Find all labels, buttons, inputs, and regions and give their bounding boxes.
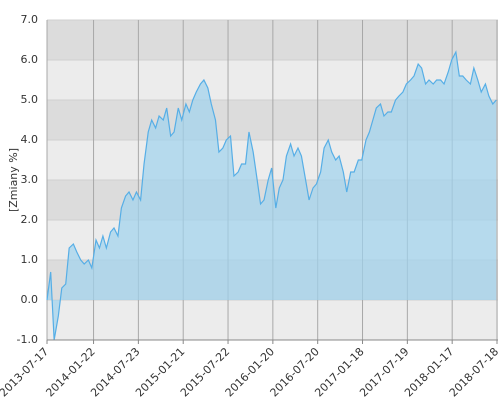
y-tick-label: 0.0 xyxy=(21,293,39,306)
y-tick-label: 4.0 xyxy=(21,133,39,146)
y-tick-label: 1.0 xyxy=(21,253,39,266)
y-tick-label: 7.0 xyxy=(21,13,39,26)
area xyxy=(47,52,497,340)
y-tick-label: -1.0 xyxy=(17,333,38,346)
line xyxy=(46,50,497,341)
y-tick-label: 2.0 xyxy=(21,213,39,226)
y-tick-label: 3.0 xyxy=(21,173,39,186)
y-axis-label: [Zmiany %] xyxy=(7,148,20,212)
y-tick-label: 5.0 xyxy=(21,93,39,106)
y-tick-label: 6.0 xyxy=(21,53,39,66)
